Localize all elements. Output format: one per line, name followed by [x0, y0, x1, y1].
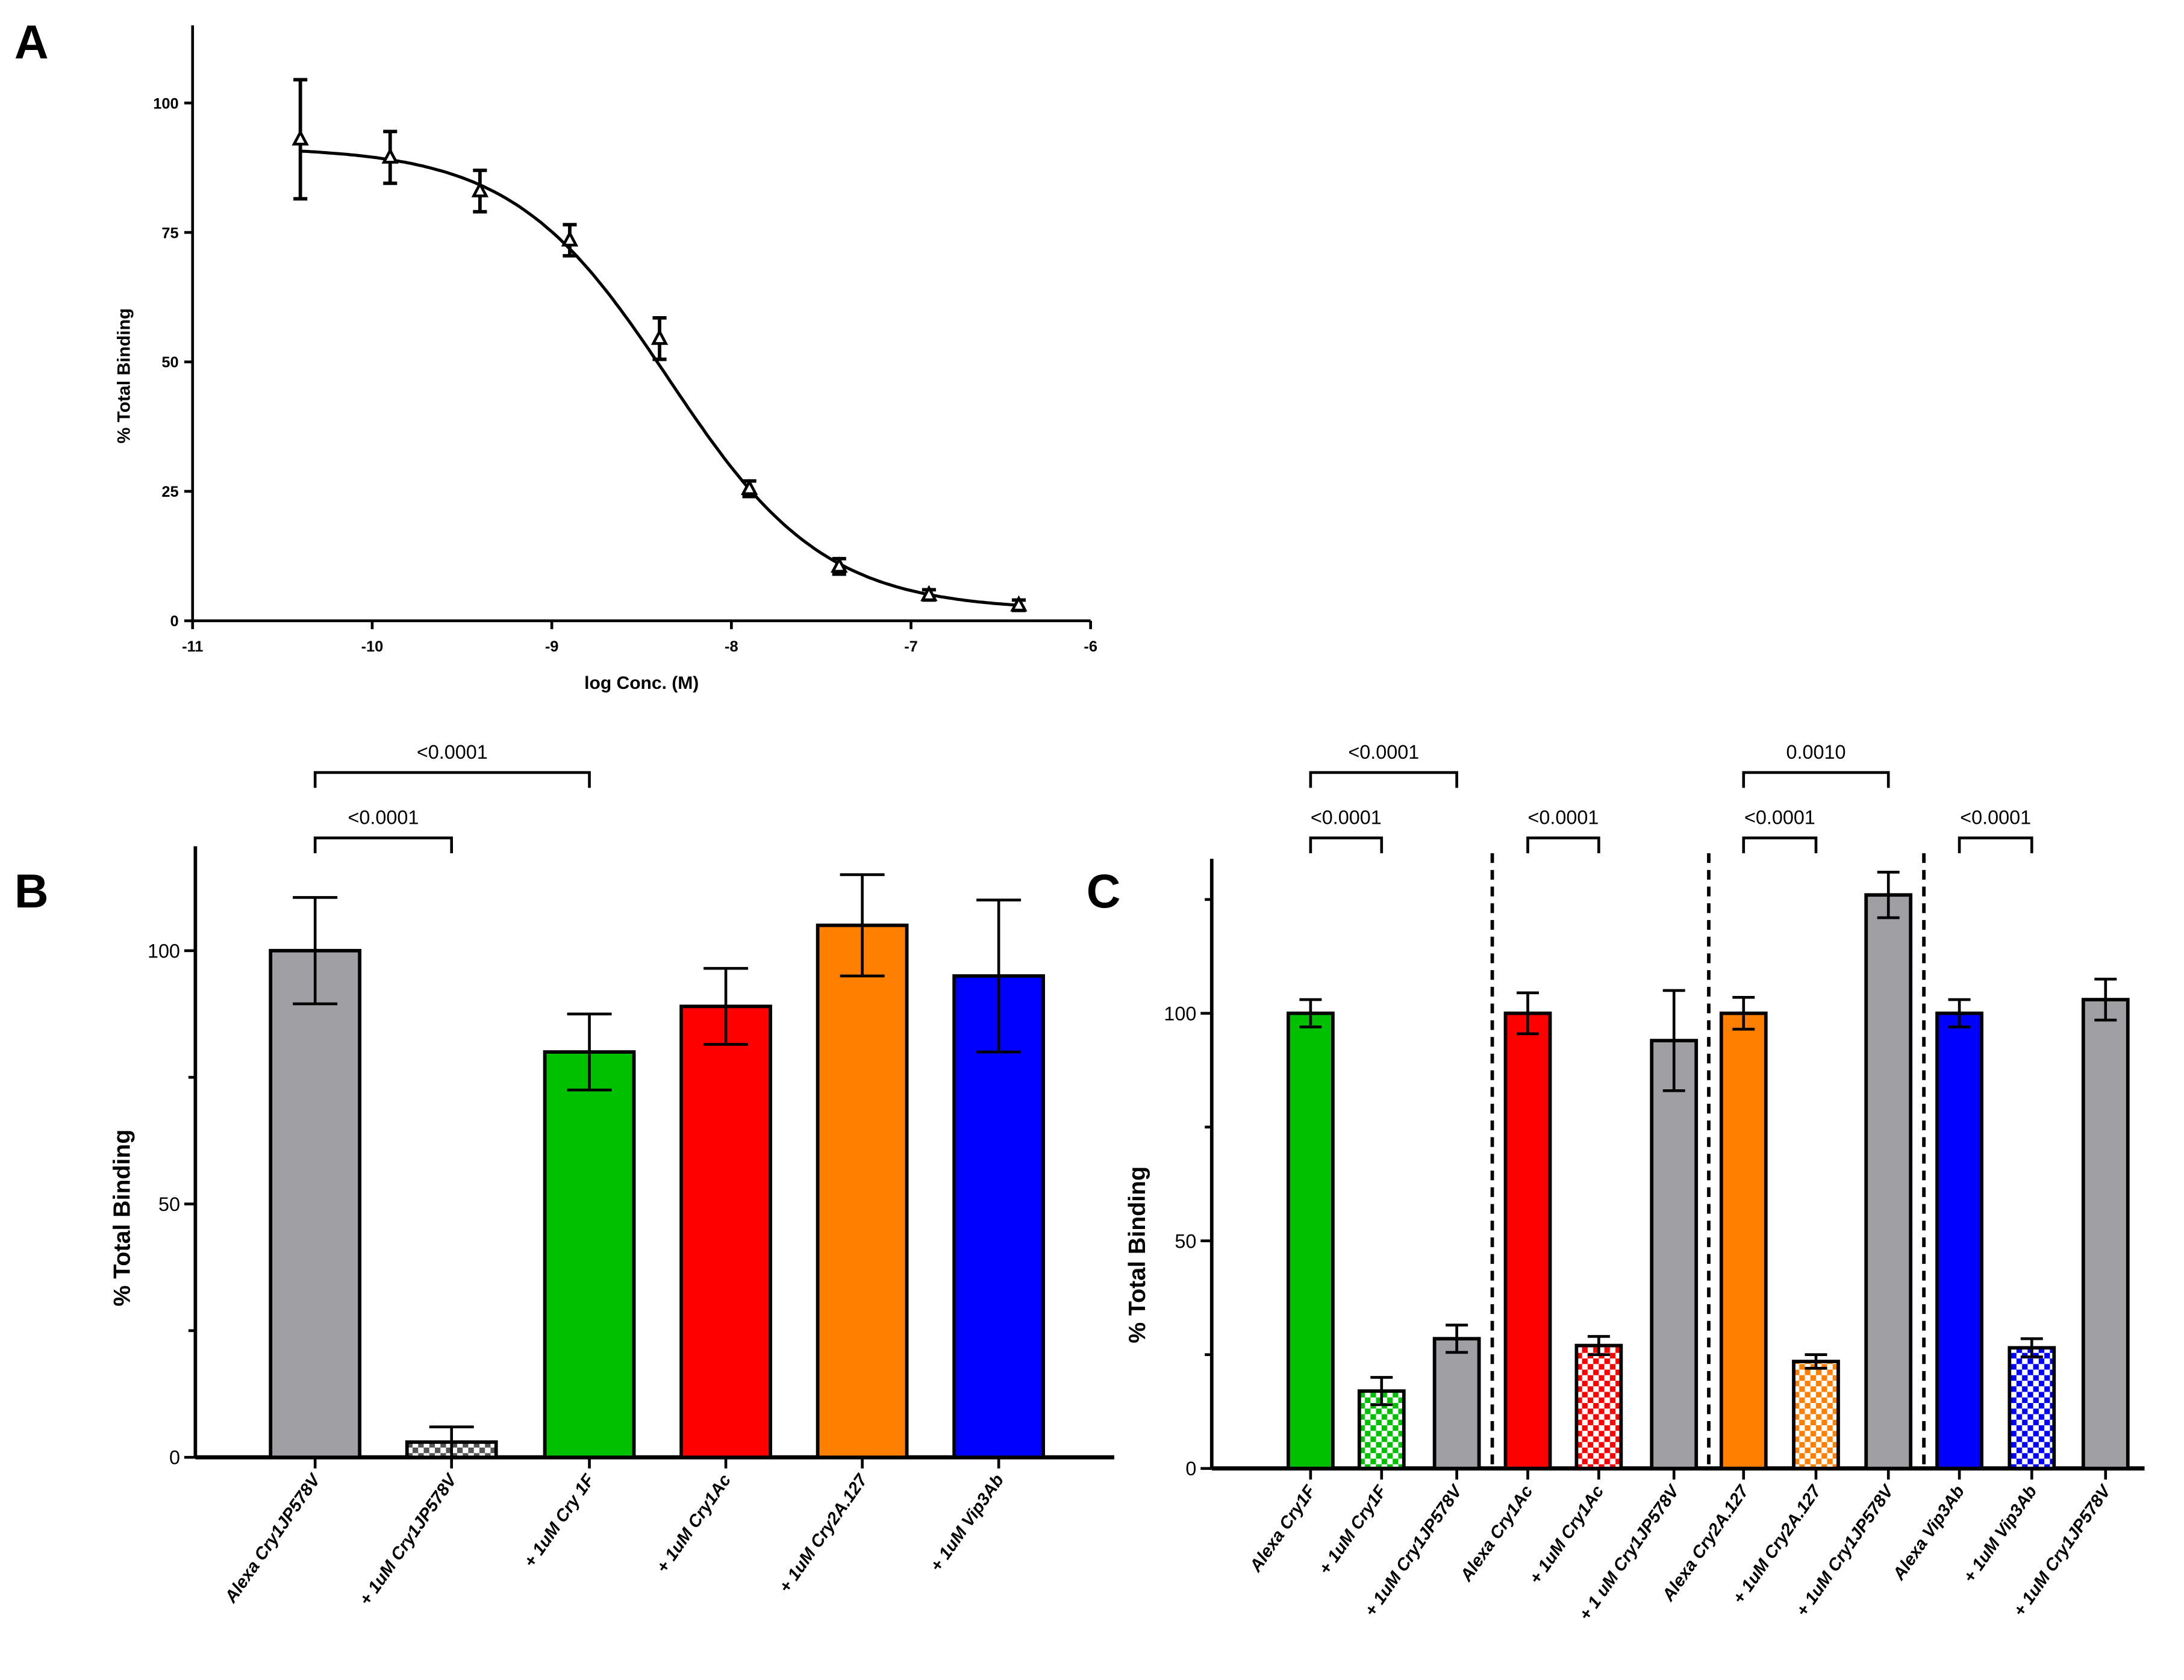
y-axis-title: % Total Binding — [1124, 1166, 1150, 1343]
bar — [1503, 1011, 1552, 1470]
x-category-label: + 1uM Cry1JP578V — [356, 1470, 462, 1610]
x-category-label: + 1uM Cry1Ac — [653, 1471, 735, 1576]
y-axis-title: % Total Binding — [109, 1130, 136, 1307]
bar — [1864, 893, 1913, 1470]
bar — [2081, 998, 2130, 1470]
data-point-triangle — [471, 181, 489, 198]
p-value-label: 0.0010 — [1786, 741, 1845, 763]
significance-bracket — [1309, 771, 1458, 788]
y-tick-label: 75 — [161, 225, 178, 241]
y-tick-label: 25 — [161, 484, 178, 500]
significance-bracket — [1742, 771, 1890, 788]
p-value-label: <0.0001 — [1744, 806, 1815, 828]
x-category-label: + 1uM Vip3Ab — [926, 1471, 1008, 1575]
significance-bracket — [313, 771, 591, 788]
panel-label-a: A — [14, 16, 49, 69]
bar — [1719, 1011, 1768, 1470]
y-tick-label: 0 — [169, 1447, 180, 1469]
y-tick-label: 50 — [1175, 1230, 1196, 1252]
p-value-label: <0.0001 — [1311, 806, 1382, 828]
y-tick-label: 50 — [158, 1193, 180, 1215]
data-point-triangle — [830, 556, 848, 573]
significance-bracket — [1309, 836, 1384, 853]
data-point-triangle — [740, 479, 758, 496]
p-value-label: <0.0001 — [1960, 806, 2031, 828]
x-tick-label: -6 — [1084, 638, 1097, 655]
bar — [1432, 1337, 1481, 1470]
bar — [1792, 1360, 1840, 1470]
p-value-label: <0.0001 — [1348, 741, 1419, 763]
p-value-label: <0.0001 — [348, 806, 419, 828]
x-category-label: + 1uM Cry1Ac — [1526, 1482, 1608, 1587]
bar — [1287, 1011, 1335, 1470]
bar — [2008, 1346, 2056, 1470]
x-tick-label: -10 — [361, 638, 384, 655]
x-category-label: Alexa Vip3Ab — [1889, 1482, 1968, 1584]
panel-label-c: C — [1087, 865, 1121, 918]
data-point-triangle — [1010, 595, 1028, 612]
x-tick-label: -7 — [904, 638, 918, 655]
x-axis-title: log Conc. (M) — [584, 673, 699, 693]
y-axis-title: % Total Binding — [114, 308, 134, 444]
data-point-triangle — [561, 230, 579, 247]
p-value-label: <0.0001 — [1528, 806, 1599, 828]
x-tick-label: -8 — [725, 638, 738, 655]
bar — [679, 1004, 772, 1460]
x-category-label: + 1uM Cry 1F — [520, 1470, 599, 1571]
y-tick-label: 0 — [1185, 1458, 1196, 1479]
significance-bracket — [1958, 836, 2033, 853]
fit-curve — [300, 149, 1019, 607]
chart-a: 0 25 50 75 100 -11 -10 -9 -8 -7 -6 log Conc. (M) % T… — [114, 25, 1097, 693]
data-point-triangle — [920, 585, 938, 602]
bar — [1650, 1039, 1699, 1470]
x-tick-label: -11 — [182, 638, 203, 655]
x-category-label: Alexa Cry1F — [1246, 1481, 1320, 1576]
bar — [816, 923, 909, 1460]
p-value-label: <0.0001 — [417, 741, 488, 763]
y-tick-label: 100 — [153, 95, 178, 112]
bar — [1574, 1343, 1623, 1470]
x-category-label: + 1uM Vip3Ab — [1960, 1482, 2041, 1586]
y-tick-label: 50 — [161, 354, 178, 371]
bar — [269, 948, 362, 1460]
y-tick-label: 100 — [1164, 1003, 1196, 1024]
bar — [543, 1050, 636, 1460]
x-category-label: + 1uM Cry2A.127 — [775, 1470, 872, 1596]
x-category-label: Alexa Cry1Ac — [1456, 1482, 1537, 1585]
chart-b: 0 50 100 % Total Binding Alexa Cry1JP578V + 1… — [109, 741, 1114, 1609]
data-point-triangle — [381, 147, 399, 164]
significance-bracket — [313, 836, 454, 853]
significance-bracket — [1526, 836, 1600, 853]
x-category-label: Alexa Cry1JP578V — [221, 1470, 325, 1607]
x-category-label: + 1uM Cry1F — [1315, 1481, 1391, 1578]
x-tick-label: -9 — [545, 638, 559, 655]
y-tick-label: 100 — [148, 940, 180, 962]
significance-bracket — [1742, 836, 1818, 853]
panel-label-b: B — [14, 865, 49, 918]
data-point-triangle — [292, 129, 309, 146]
data-point-triangle — [651, 328, 669, 345]
bar — [1935, 1011, 1983, 1470]
y-tick-label: 0 — [170, 613, 179, 630]
